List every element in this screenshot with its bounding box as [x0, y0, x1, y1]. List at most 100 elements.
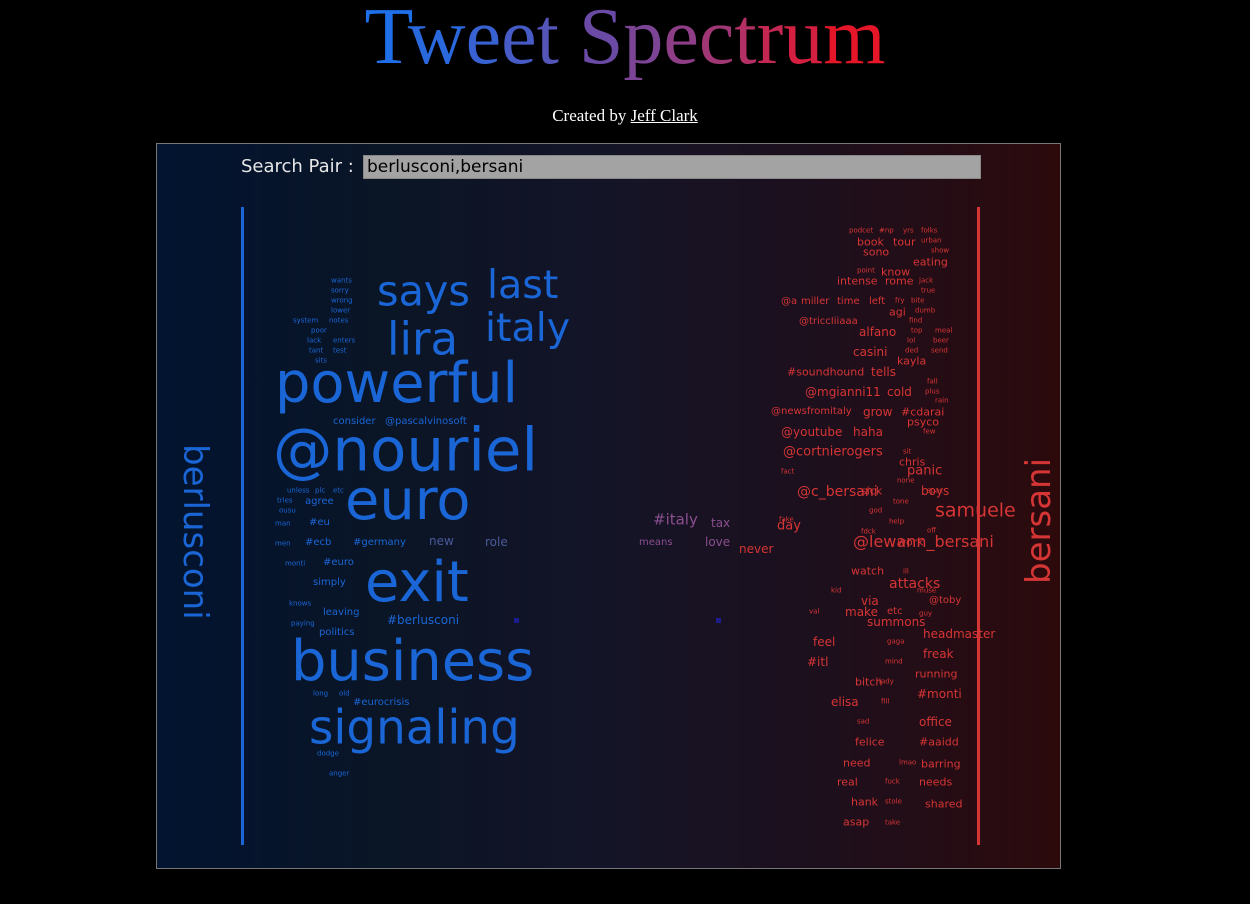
cloud-word[interactable]: fry — [895, 296, 905, 305]
cloud-word[interactable]: tries — [277, 496, 293, 505]
cloud-word[interactable]: monti — [285, 559, 306, 568]
cloud-word[interactable]: tells — [871, 365, 897, 379]
cloud-word[interactable]: book — [857, 235, 884, 249]
cloud-word[interactable]: urban — [921, 236, 942, 245]
cloud-word[interactable]: #euro — [323, 557, 354, 568]
cloud-word[interactable]: etc — [333, 486, 344, 495]
cloud-word[interactable]: fuck — [885, 777, 900, 786]
cloud-word[interactable]: need — [843, 756, 871, 770]
cloud-word[interactable]: attacks — [889, 576, 941, 592]
cloud-word[interactable]: ill — [903, 567, 909, 576]
cloud-word[interactable]: bite — [911, 296, 925, 305]
cloud-word[interactable]: #ecb — [305, 537, 332, 548]
cloud-word[interactable]: alfano — [859, 325, 897, 339]
cloud-word[interactable]: agi — [889, 305, 906, 319]
cloud-word[interactable]: last — [487, 262, 559, 309]
cloud-word[interactable]: panic — [907, 463, 943, 479]
cloud-word[interactable]: few — [923, 427, 936, 436]
cloud-word[interactable]: new — [429, 534, 454, 548]
cloud-word[interactable]: meal — [935, 326, 953, 335]
cloud-word[interactable]: elisa — [831, 695, 859, 709]
cloud-word[interactable]: true — [921, 286, 936, 295]
cloud-word[interactable]: signaling — [309, 701, 520, 756]
cloud-word[interactable]: role — [485, 535, 508, 549]
cloud-word[interactable]: kid — [831, 586, 842, 595]
cloud-word[interactable]: fake — [779, 515, 794, 524]
cloud-word[interactable]: #eu — [309, 517, 330, 528]
cloud-word[interactable]: office — [919, 715, 952, 729]
cloud-word[interactable]: business — [291, 629, 535, 695]
cloud-word[interactable]: find — [909, 316, 923, 325]
cloud-word[interactable]: etc — [887, 606, 903, 617]
cloud-word[interactable]: lady — [879, 677, 894, 686]
cloud-word[interactable]: headmaster — [923, 627, 996, 641]
cloud-word[interactable]: #berlusconi — [387, 613, 460, 627]
cloud-word[interactable]: knows — [289, 599, 312, 608]
cloud-word[interactable]: running — [915, 667, 958, 681]
cloud-word[interactable]: @youtube — [781, 425, 843, 439]
cloud-word[interactable]: miller — [801, 296, 830, 307]
cloud-word[interactable]: haha — [853, 425, 883, 439]
cloud-word[interactable]: man — [275, 519, 291, 528]
cloud-word[interactable]: chris — [899, 455, 926, 469]
cloud-word[interactable]: tour — [893, 235, 916, 249]
cloud-word[interactable]: enters — [333, 336, 356, 345]
cloud-word[interactable]: fact — [781, 467, 795, 476]
cloud-word[interactable]: eating — [913, 255, 948, 269]
cloud-word[interactable]: help — [889, 517, 905, 526]
cloud-word[interactable]: folks — [921, 226, 938, 235]
cloud-word[interactable]: lol — [907, 336, 916, 345]
cloud-word[interactable]: lmao — [899, 758, 917, 767]
cloud-word[interactable]: agree — [305, 496, 334, 507]
cloud-word[interactable]: simply — [313, 577, 346, 588]
cloud-word[interactable]: take — [885, 818, 901, 827]
cloud-word[interactable]: @lewann_bersani — [853, 532, 994, 551]
cloud-word[interactable]: #np — [879, 226, 894, 235]
cloud-word[interactable]: lower — [331, 306, 351, 315]
cloud-word[interactable]: @a — [781, 296, 798, 307]
cloud-word[interactable]: @nouriel — [273, 416, 538, 486]
cloud-word[interactable]: bitch — [855, 675, 883, 689]
cloud-word[interactable]: show — [931, 246, 950, 255]
cloud-word[interactable]: ded — [905, 346, 919, 355]
cloud-word[interactable]: casini — [853, 345, 888, 359]
cloud-word[interactable]: tone — [893, 497, 909, 506]
cloud-word[interactable]: point — [857, 266, 875, 275]
cloud-word[interactable]: euro — [345, 468, 471, 534]
cloud-word[interactable]: poor — [311, 326, 327, 335]
cloud-word[interactable]: felice — [855, 735, 885, 749]
cloud-word[interactable]: podcet — [849, 226, 874, 235]
cloud-word[interactable]: none — [897, 476, 915, 485]
cloud-word[interactable]: lira — [387, 312, 459, 366]
cloud-word[interactable]: god — [869, 506, 883, 515]
cloud-word[interactable]: lack — [307, 336, 322, 345]
cloud-word[interactable]: test — [333, 346, 347, 355]
cloud-word[interactable]: #itl — [807, 655, 829, 669]
cloud-word[interactable]: samuele — [935, 499, 1016, 522]
cloud-word[interactable]: asap — [843, 815, 870, 829]
cloud-word[interactable]: make — [845, 605, 878, 619]
cloud-word[interactable]: top — [911, 326, 923, 335]
cloud-word[interactable]: #monti — [917, 687, 962, 701]
cloud-word[interactable]: rome — [885, 274, 914, 288]
cloud-word[interactable]: @pascalvinosoft — [385, 416, 467, 427]
cloud-word[interactable]: rain — [935, 396, 949, 405]
cloud-word[interactable]: @newsfromitaly — [771, 406, 852, 417]
cloud-word[interactable]: powerful — [275, 351, 518, 417]
cloud-word[interactable]: psyco — [907, 415, 940, 429]
cloud-word[interactable]: notes — [329, 316, 349, 325]
cloud-word[interactable]: via — [861, 594, 879, 608]
cloud-word[interactable]: system — [293, 316, 319, 325]
cloud-word[interactable]: politics — [319, 627, 355, 638]
cloud-word[interactable]: means — [639, 537, 673, 548]
cloud-word[interactable]: freak — [923, 647, 954, 661]
cloud-word[interactable]: tax — [711, 516, 731, 530]
cloud-word[interactable]: guy — [919, 609, 933, 618]
cloud-word[interactable]: sits — [315, 356, 327, 365]
cloud-word[interactable]: @triccIiiaaa — [799, 316, 858, 327]
cloud-word[interactable]: kayla — [897, 354, 927, 368]
cloud-word[interactable]: #italy — [653, 510, 698, 529]
cloud-word[interactable]: muse — [917, 586, 937, 595]
cloud-word[interactable]: gaga — [887, 637, 905, 646]
cloud-word[interactable]: sorry — [331, 286, 349, 295]
